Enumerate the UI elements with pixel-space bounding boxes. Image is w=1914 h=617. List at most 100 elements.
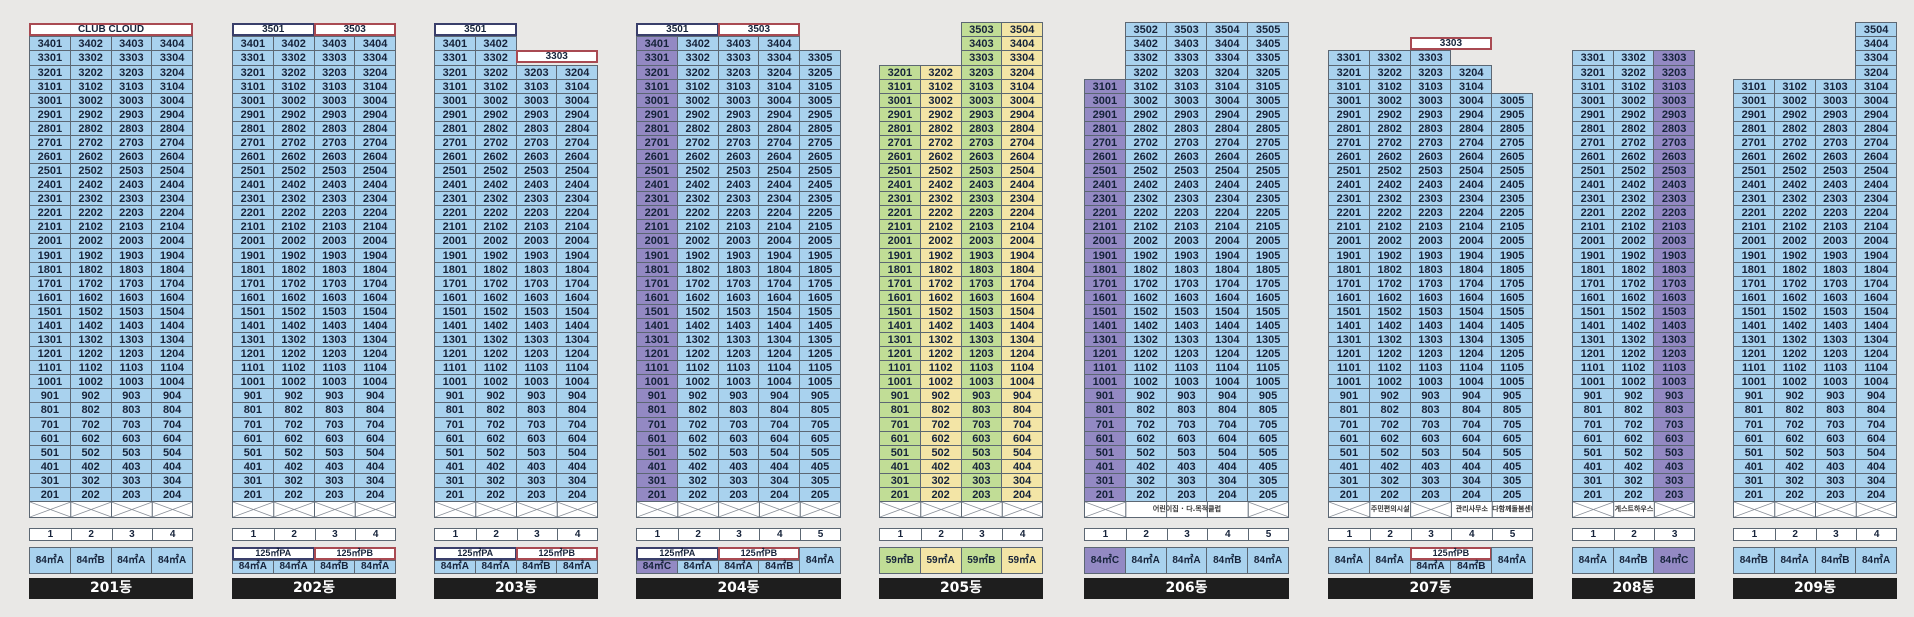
unit-cell: 705: [1247, 416, 1289, 432]
unit-cell: 3302: [676, 50, 719, 66]
unit-cell: 1502: [1124, 303, 1167, 319]
unit-cell: 2002: [1368, 233, 1411, 249]
unit-cell: 2302: [1612, 191, 1655, 207]
unit-cell: 2302: [919, 191, 962, 207]
unit-cell: 1602: [69, 289, 112, 305]
unit-type-label: 59㎡B: [879, 547, 921, 574]
unit-cell: 3503: [960, 22, 1003, 38]
unit-cell: 1605: [1491, 289, 1533, 305]
unit-cell: 2403: [1653, 177, 1695, 193]
unit-cell: 1303: [1814, 332, 1857, 348]
unit-cell: 3101: [1084, 78, 1126, 94]
unit-cell: 403: [110, 458, 153, 474]
unit-cell: 1003: [110, 374, 153, 390]
unit-cell: 201: [1572, 486, 1614, 502]
unit-cell: 2405: [799, 177, 841, 193]
unit-cell: 1201: [1328, 346, 1370, 362]
unit-cell: 2904: [758, 106, 801, 122]
unit-cell: 1504: [556, 303, 598, 319]
unit-cell: 401: [636, 458, 678, 474]
pilotis-cross-marks: [1085, 502, 1288, 517]
unit-cell: 904: [758, 388, 801, 404]
unit-cell: 2004: [556, 233, 598, 249]
unit-cell: 702: [69, 416, 112, 432]
unit-cell: 3204: [1206, 64, 1249, 80]
unit-cell: 503: [717, 444, 760, 460]
unit-cell: 1001: [1084, 374, 1126, 390]
cross-mark: [800, 502, 840, 517]
unit-cell: 1703: [313, 275, 356, 291]
unit-cell: 2303: [717, 191, 760, 207]
unit-cell: 3101: [1733, 78, 1775, 94]
unit-cell: 1003: [515, 374, 558, 390]
unit-cell: 304: [1001, 472, 1043, 488]
unit-cell: 2802: [919, 120, 962, 136]
unit-cell: 2001: [1733, 233, 1775, 249]
unit-cell: 202: [272, 486, 315, 502]
unit-cell: 2702: [1773, 134, 1816, 150]
unit-cell: 2305: [799, 191, 841, 207]
unit-cell: 3101: [232, 78, 274, 94]
unit-cell: 2503: [313, 163, 356, 179]
unit-cell: 404: [1855, 458, 1897, 474]
line-number: 2: [476, 529, 518, 540]
unit-type-label: 84㎡A: [1368, 547, 1411, 574]
unit-cell: 2104: [758, 219, 801, 235]
unit-type-label: 84㎡A: [151, 547, 193, 574]
top-unit-label: 3503: [313, 23, 396, 37]
unit-cell: 2301: [29, 191, 71, 207]
unit-cell: 1504: [1855, 303, 1897, 319]
unit-cell: 2603: [1814, 149, 1857, 165]
unit-cell: 1603: [1814, 289, 1857, 305]
unit-cell: 3103: [717, 78, 760, 94]
unit-cell: 502: [1124, 444, 1167, 460]
unit-type-label: 84㎡B: [69, 547, 112, 574]
unit-cell: 1802: [1124, 261, 1167, 277]
unit-cell: 402: [676, 458, 719, 474]
unit-cell: 1101: [1572, 360, 1614, 376]
unit-cell: 702: [1368, 416, 1411, 432]
unit-cell: 1801: [1328, 261, 1370, 277]
unit-type-label: 84㎡A: [272, 560, 315, 574]
unit-cell: 3004: [556, 92, 598, 108]
unit-cell: 2304: [354, 191, 396, 207]
unit-cell: 1401: [434, 317, 476, 334]
unit-cell: 1304: [1206, 332, 1249, 348]
unit-cell: 1303: [313, 332, 356, 348]
unit-cell: 2703: [515, 134, 558, 150]
unit-cell: 1304: [1855, 332, 1897, 348]
unit-cell: 1403: [110, 317, 153, 334]
unit-cell: 701: [29, 416, 71, 432]
unit-cell: 1402: [69, 317, 112, 334]
unit-cell: 1804: [1855, 261, 1897, 277]
unit-cell: 3002: [1124, 92, 1167, 108]
unit-cell: 1202: [1368, 346, 1411, 362]
unit-cell: 3104: [354, 78, 396, 94]
unit-cell: 3202: [474, 64, 517, 80]
unit-cell: 2502: [272, 163, 315, 179]
unit-cell: 3102: [474, 78, 517, 94]
unit-cell: 1305: [799, 332, 841, 348]
unit-cell: 1201: [879, 346, 921, 362]
unit-cell: 1504: [758, 303, 801, 319]
unit-cell: 1701: [434, 275, 476, 291]
unit-cell: 2202: [1124, 205, 1167, 221]
cross-mark: [355, 502, 395, 517]
unit-cell: 1102: [676, 360, 719, 376]
unit-cell: 1601: [879, 289, 921, 305]
ground-facility-label: 주민편의시설: [1370, 505, 1410, 513]
unit-cell: 1802: [1612, 261, 1655, 277]
cross-mark: [1856, 502, 1896, 517]
unit-cell: 2104: [151, 219, 193, 235]
unit-cell: 1901: [434, 247, 476, 263]
unit-cell: 205: [1491, 486, 1533, 502]
unit-cell: 701: [434, 416, 476, 432]
line-number: 2: [274, 529, 316, 540]
unit-cell: 2203: [1409, 205, 1452, 221]
unit-cell: 2003: [1653, 233, 1695, 249]
unit-cell: 1502: [1612, 303, 1655, 319]
unit-cell: 1002: [1124, 374, 1167, 390]
unit-cell: 3304: [1001, 50, 1043, 66]
unit-cell: 1502: [474, 303, 517, 319]
